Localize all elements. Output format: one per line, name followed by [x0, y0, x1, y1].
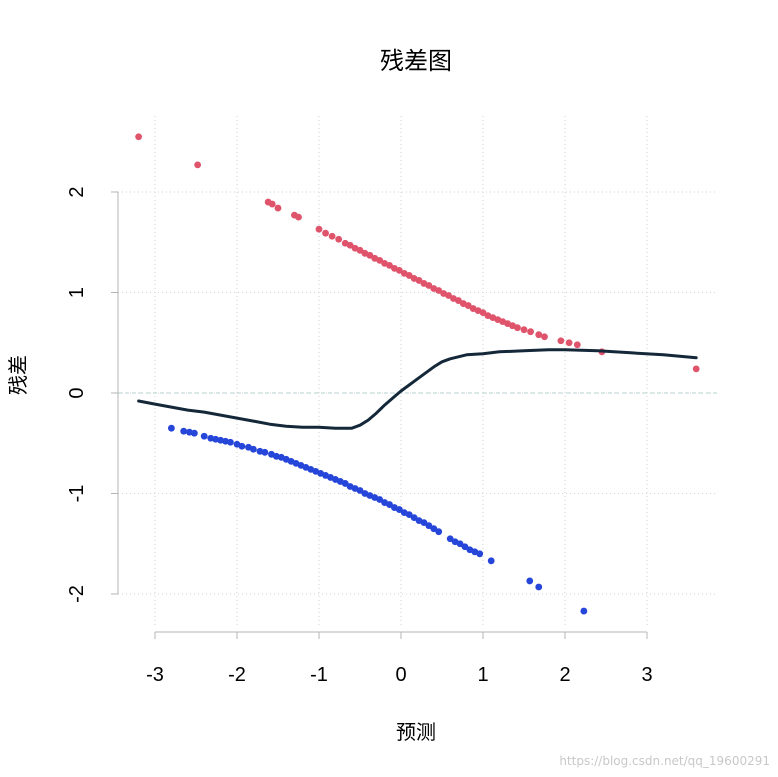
point-positive — [366, 251, 374, 259]
point-positive — [435, 287, 443, 294]
y-tick-label: 2 — [66, 186, 88, 197]
point-negative — [250, 445, 257, 453]
point-positive — [386, 261, 393, 269]
point-positive — [455, 297, 462, 304]
point-negative — [168, 424, 175, 432]
point-negative — [405, 511, 413, 519]
point-negative — [386, 501, 393, 508]
axes: -3 -2 -1 0 1 2 3 -2 -1 0 1 2 — [66, 186, 653, 686]
point-negative — [446, 535, 454, 543]
point-positive — [445, 292, 452, 299]
point-negative — [410, 514, 418, 522]
y-tick-label: 0 — [66, 387, 88, 398]
y-tick-label: -2 — [66, 585, 88, 603]
point-negative — [190, 429, 198, 437]
data-points — [135, 133, 700, 615]
point-positive — [541, 333, 548, 341]
point-positive — [376, 256, 384, 264]
point-positive — [346, 241, 354, 249]
grid — [118, 116, 718, 626]
point-positive — [479, 309, 487, 316]
point-negative — [535, 583, 543, 591]
point-positive — [135, 133, 143, 141]
x-tick-label: 1 — [477, 664, 488, 686]
point-positive — [328, 232, 336, 240]
point-positive — [395, 266, 403, 274]
x-tick-label: 3 — [641, 664, 652, 686]
point-positive — [335, 235, 343, 243]
point-negative — [476, 550, 484, 558]
point-negative — [356, 487, 364, 494]
point-positive — [295, 213, 302, 221]
x-tick-label: -3 — [146, 664, 164, 686]
chart-title: 残差图 — [380, 47, 452, 75]
point-negative — [395, 506, 403, 513]
point-negative — [456, 540, 464, 548]
point-negative — [341, 480, 349, 487]
point-negative — [420, 519, 428, 527]
point-positive — [415, 277, 423, 284]
smooth-line — [137, 348, 698, 430]
point-negative — [180, 427, 188, 435]
point-positive — [527, 328, 534, 336]
watermark: https://blog.csdn.net/qq_19600291 — [559, 754, 770, 768]
point-negative — [376, 496, 384, 503]
point-negative — [487, 557, 495, 565]
point-positive — [268, 200, 276, 208]
point-negative — [238, 442, 246, 450]
x-tick-label: 0 — [395, 664, 406, 686]
point-positive — [692, 365, 700, 373]
point-positive — [194, 161, 202, 169]
point-negative — [580, 607, 588, 615]
x-tick-label: 2 — [559, 664, 570, 686]
point-positive — [535, 331, 543, 339]
point-negative — [425, 522, 433, 530]
point-negative — [261, 448, 269, 456]
point-negative — [227, 438, 234, 446]
point-negative — [435, 528, 443, 536]
y-axis-title: 残差 — [6, 355, 30, 395]
point-negative — [526, 577, 534, 585]
point-positive — [464, 302, 472, 309]
point-positive — [557, 337, 565, 345]
y-tick-label: -1 — [66, 485, 88, 503]
point-positive — [425, 282, 433, 289]
smooth-line-group — [137, 348, 698, 430]
point-positive — [573, 341, 581, 349]
y-tick-label: 1 — [66, 287, 88, 298]
point-positive — [520, 326, 528, 334]
point-negative — [461, 543, 469, 551]
point-positive — [405, 272, 413, 279]
point-positive — [322, 229, 329, 237]
point-positive — [514, 324, 521, 332]
point-positive — [565, 339, 573, 347]
point-positive — [356, 246, 364, 254]
point-negative — [200, 432, 208, 440]
point-positive — [315, 225, 323, 233]
x-tick-label: -1 — [310, 664, 328, 686]
x-tick-label: -2 — [228, 664, 246, 686]
point-positive — [274, 204, 282, 212]
point-negative — [430, 525, 438, 533]
x-axis-title: 预测 — [396, 720, 436, 744]
